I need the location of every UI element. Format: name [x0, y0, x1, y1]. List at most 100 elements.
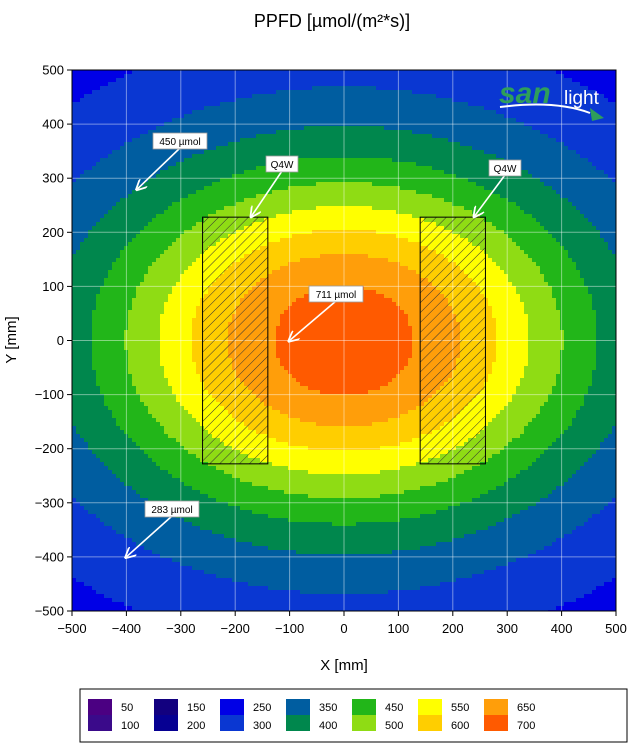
contour-cell	[576, 146, 581, 151]
contour-cell	[428, 210, 433, 215]
contour-cell	[500, 190, 505, 195]
contour-cell	[136, 74, 141, 79]
contour-cell	[180, 70, 185, 75]
contour-cell	[436, 102, 441, 107]
contour-cell	[532, 82, 537, 87]
contour-cell	[176, 106, 181, 111]
contour-cell	[148, 106, 153, 111]
contour-cell	[208, 198, 213, 203]
contour-cell	[540, 86, 545, 91]
contour-cell	[568, 110, 573, 115]
contour-cell	[348, 198, 353, 203]
contour-cell	[552, 154, 557, 159]
contour-cell	[296, 118, 301, 123]
contour-cell	[204, 110, 209, 115]
contour-cell	[512, 202, 517, 207]
contour-cell	[464, 166, 469, 171]
contour-cell	[448, 122, 453, 127]
contour-cell	[348, 70, 353, 75]
contour-cell	[520, 210, 525, 215]
contour-cell	[592, 70, 597, 75]
contour-cell	[420, 86, 425, 91]
contour-cell	[520, 130, 525, 135]
contour-cell	[336, 122, 341, 127]
contour-cell	[492, 182, 497, 187]
contour-cell	[548, 142, 553, 147]
contour-cell	[584, 206, 589, 211]
contour-cell	[444, 186, 449, 191]
contour-cell	[384, 142, 389, 147]
contour-cell	[88, 174, 93, 179]
contour-cell	[288, 110, 293, 115]
contour-cell	[108, 202, 113, 207]
contour-cell	[436, 198, 441, 203]
contour-cell	[432, 106, 437, 111]
contour-cell	[372, 142, 377, 147]
contour-cell	[296, 174, 301, 179]
contour-cell	[152, 202, 157, 207]
contour-cell	[548, 118, 553, 123]
contour-cell	[252, 142, 257, 147]
contour-cell	[372, 210, 377, 215]
contour-cell	[548, 210, 553, 215]
contour-cell	[204, 198, 209, 203]
contour-cell	[92, 182, 97, 187]
contour-cell	[356, 170, 361, 175]
contour-cell	[232, 150, 237, 155]
contour-cell	[136, 202, 141, 207]
contour-cell	[496, 206, 501, 211]
contour-cell	[416, 138, 421, 143]
contour-cell	[592, 146, 597, 151]
contour-cell	[236, 110, 241, 115]
contour-cell	[220, 150, 225, 155]
contour-cell	[292, 114, 297, 119]
contour-cell	[580, 186, 585, 191]
contour-cell	[520, 78, 525, 83]
contour-cell	[144, 114, 149, 119]
contour-cell	[256, 82, 261, 87]
contour-cell	[300, 150, 305, 155]
contour-cell	[472, 170, 477, 175]
contour-cell	[144, 138, 149, 143]
contour-cell	[396, 98, 401, 103]
contour-cell	[180, 102, 185, 107]
contour-cell	[512, 210, 517, 215]
contour-cell	[508, 78, 513, 83]
contour-cell	[328, 86, 333, 91]
contour-cell	[456, 70, 461, 75]
contour-cell	[136, 158, 141, 163]
contour-cell	[400, 70, 405, 75]
contour-cell	[296, 86, 301, 91]
contour-cell	[364, 194, 369, 199]
contour-cell	[272, 130, 277, 135]
contour-cell	[520, 82, 525, 87]
contour-cell	[520, 98, 525, 103]
contour-cell	[212, 98, 217, 103]
contour-cell	[124, 142, 129, 147]
contour-cell	[376, 142, 381, 147]
contour-cell	[364, 86, 369, 91]
contour-cell	[92, 142, 97, 147]
contour-cell	[136, 130, 141, 135]
contour-cell	[464, 134, 469, 139]
contour-cell	[552, 106, 557, 111]
contour-cell	[600, 86, 605, 91]
contour-cell	[88, 114, 93, 119]
contour-cell	[248, 154, 253, 159]
contour-cell	[392, 198, 397, 203]
contour-cell	[104, 78, 109, 83]
contour-cell	[408, 74, 413, 79]
contour-cell	[588, 154, 593, 159]
contour-cell	[424, 182, 429, 187]
contour-cell	[444, 146, 449, 151]
contour-cell	[260, 78, 265, 83]
contour-cell	[564, 134, 569, 139]
contour-cell	[276, 138, 281, 143]
contour-cell	[416, 162, 421, 167]
contour-cell	[104, 166, 109, 171]
contour-cell	[72, 98, 77, 103]
contour-cell	[548, 86, 553, 91]
contour-cell	[188, 182, 193, 187]
contour-cell	[564, 106, 569, 111]
contour-cell	[360, 106, 365, 111]
